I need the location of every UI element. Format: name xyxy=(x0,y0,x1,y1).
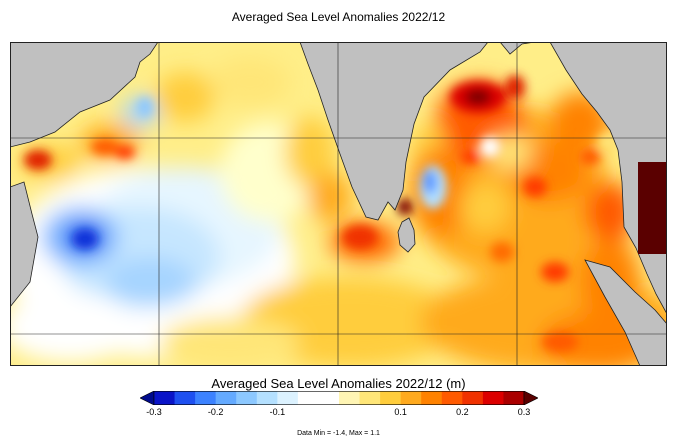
colorbar-tick-label: 0.2 xyxy=(456,407,469,417)
colorbar-swatch xyxy=(441,391,463,405)
colorbar-swatch xyxy=(318,391,340,405)
colorbar-tick-label: 0.1 xyxy=(394,407,407,417)
myanmar-land xyxy=(499,42,536,55)
colorbar-swatch xyxy=(174,391,196,405)
sumatra-land xyxy=(584,259,667,366)
map-title: Averaged Sea Level Anomalies 2022/12 xyxy=(231,10,446,24)
colorbar-tick-label: -0.1 xyxy=(269,407,286,417)
sea-level-anomaly-map xyxy=(10,42,667,366)
colorbar-swatch xyxy=(154,391,176,405)
colorbar-swatch xyxy=(195,391,217,405)
southeast-asia-land xyxy=(549,42,667,315)
colorbar-swatch xyxy=(215,391,237,405)
somalia-land xyxy=(10,181,39,308)
india-land xyxy=(299,42,489,221)
colorbar-swatch xyxy=(400,391,422,405)
colorbar-swatch xyxy=(482,391,504,405)
colorbar-tick-label: -0.3 xyxy=(146,407,162,417)
colorbar-swatch xyxy=(421,391,443,405)
colorbar-ticks: -0.3 -0.2 -0.1 0.1 0.2 0.3 xyxy=(140,407,538,421)
sri-lanka-land xyxy=(397,217,416,253)
colorbar-over-arrow xyxy=(523,391,538,405)
data-range-footnote: Data Min = -1.4, Max = 1.1 xyxy=(297,430,380,437)
colorbar xyxy=(140,391,538,405)
colorbar-swatch xyxy=(503,391,525,405)
colorbar-tick-label: -0.2 xyxy=(207,407,224,417)
colorbar-under-arrow xyxy=(140,391,155,405)
graticule xyxy=(10,42,667,366)
colorbar-swatch xyxy=(277,391,299,405)
colorbar-swatch xyxy=(462,391,484,405)
colorbar-tick-label: 0.3 xyxy=(517,407,531,417)
andaman-anomaly-patch xyxy=(638,162,667,254)
colorbar-swatch xyxy=(256,391,278,405)
colorbar-swatch xyxy=(339,391,361,405)
colorbar-title: Averaged Sea Level Anomalies 2022/12 (m) xyxy=(211,376,466,391)
land-masses xyxy=(10,42,667,366)
map-frame xyxy=(10,42,667,366)
colorbar-swatch xyxy=(236,391,258,405)
ocean-anomaly-field xyxy=(10,42,667,366)
colorbar-swatch xyxy=(359,391,381,405)
colorbar-swatch xyxy=(297,391,319,405)
colorbar-swatch xyxy=(380,391,402,405)
arabia-land xyxy=(10,42,159,148)
